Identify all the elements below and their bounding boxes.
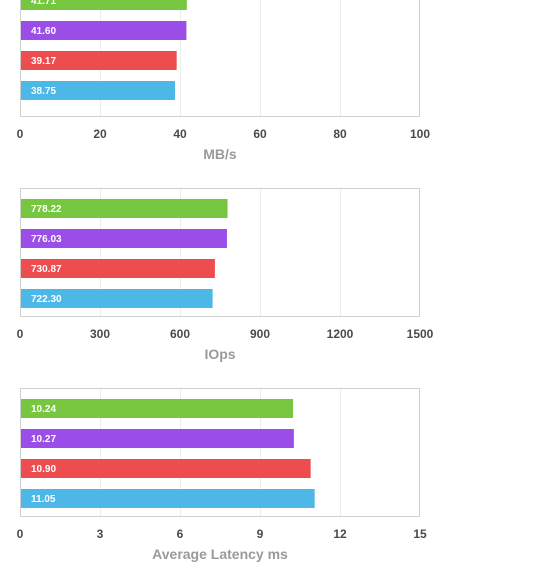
x-tick-label: 6 xyxy=(177,527,184,541)
bar-value-label: 10.24 xyxy=(31,404,56,415)
bar xyxy=(21,0,187,10)
bar xyxy=(21,289,213,308)
bar xyxy=(21,51,177,70)
x-tick-label: 20 xyxy=(93,127,107,141)
bar-value-label: 776.03 xyxy=(31,234,62,245)
bar xyxy=(21,459,311,478)
bar xyxy=(21,429,294,448)
bar-value-label: 41.60 xyxy=(31,26,56,37)
x-tick-label: 12 xyxy=(333,527,347,541)
bar-value-label: 730.87 xyxy=(31,264,62,275)
x-tick-label: 0 xyxy=(17,127,24,141)
x-tick-label: 9 xyxy=(257,527,264,541)
x-tick-label: 900 xyxy=(250,327,270,341)
x-tick-label: 15 xyxy=(413,527,427,541)
x-tick-label: 80 xyxy=(333,127,347,141)
x-tick-label: 0 xyxy=(17,527,24,541)
x-tick-label: 100 xyxy=(410,127,430,141)
x-tick-label: 40 xyxy=(173,127,187,141)
x-tick-label: 3 xyxy=(97,527,104,541)
x-axis-title: MB/s xyxy=(203,146,237,162)
bar xyxy=(21,199,228,218)
bar-value-label: 39.17 xyxy=(31,56,56,67)
x-tick-label: 60 xyxy=(253,127,267,141)
x-tick-label: 1200 xyxy=(327,327,354,341)
bar xyxy=(21,489,315,508)
bar-value-label: 10.27 xyxy=(31,434,56,445)
bar xyxy=(21,259,215,278)
x-axis-title: Average Latency ms xyxy=(152,546,288,562)
bar-value-label: 778.22 xyxy=(31,204,62,215)
bar xyxy=(21,21,187,40)
bar xyxy=(21,81,175,100)
bar xyxy=(21,229,227,248)
bar-value-label: 10.90 xyxy=(31,464,56,475)
x-tick-label: 600 xyxy=(170,327,190,341)
x-tick-label: 300 xyxy=(90,327,110,341)
bar-value-label: 722.30 xyxy=(31,294,62,305)
x-tick-label: 0 xyxy=(17,327,24,341)
bar-value-label: 38.75 xyxy=(31,86,56,97)
x-axis-title: IOps xyxy=(204,346,235,362)
bar xyxy=(21,399,294,418)
bar-value-label: 11.05 xyxy=(31,494,56,505)
x-tick-label: 1500 xyxy=(407,327,434,341)
bar-value-label: 41.71 xyxy=(31,0,56,7)
